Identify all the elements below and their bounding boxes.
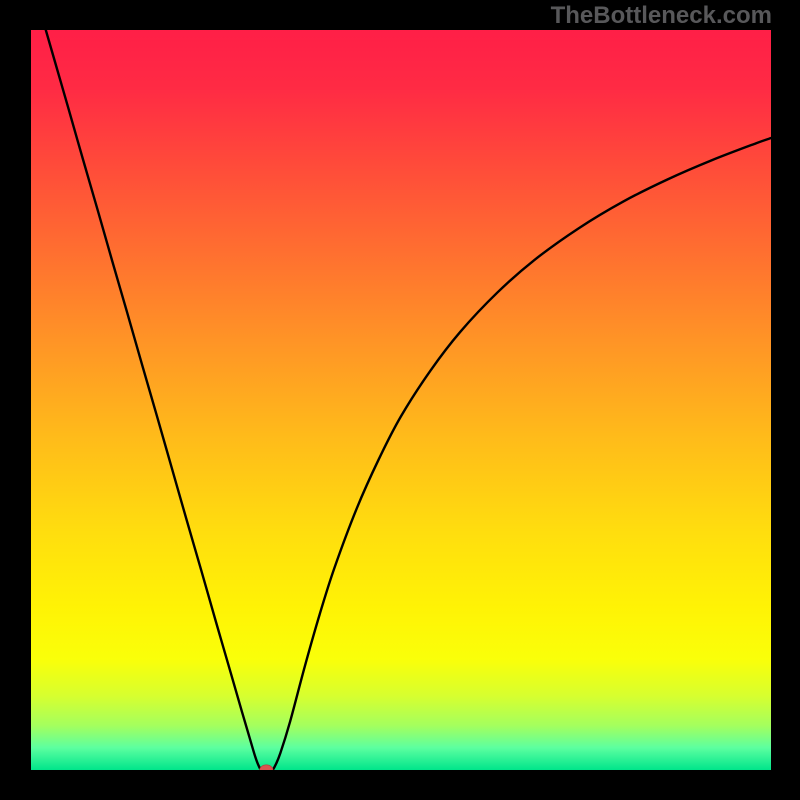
chart-svg bbox=[0, 0, 800, 800]
bottleneck-curve bbox=[46, 30, 771, 771]
chart-frame: TheBottleneck.com bbox=[0, 0, 800, 800]
optimal-point-marker bbox=[260, 765, 273, 775]
